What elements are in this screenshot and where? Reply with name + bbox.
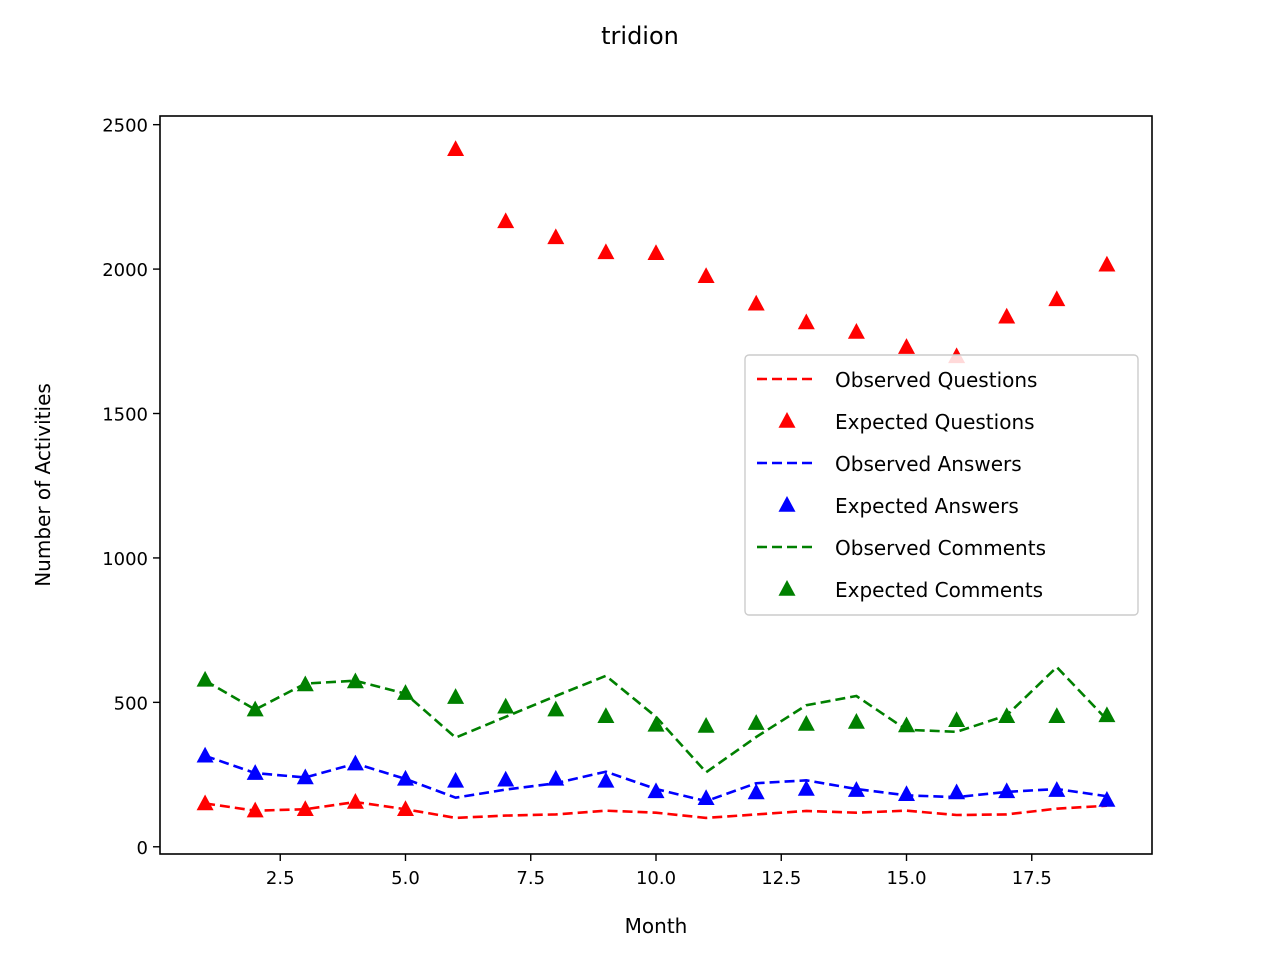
marker-expected-answers xyxy=(497,770,515,787)
marker-expected-answers xyxy=(697,789,715,806)
y-tick-label: 2500 xyxy=(102,116,148,137)
chart-title: tridion xyxy=(601,22,679,50)
legend-label-expected-questions: Expected Questions xyxy=(835,410,1035,434)
legend-label-observed-answers: Observed Answers xyxy=(835,452,1022,476)
marker-expected-comments xyxy=(847,712,865,729)
marker-expected-answers xyxy=(647,782,665,799)
marker-expected-questions xyxy=(447,140,465,156)
marker-expected-questions xyxy=(647,244,665,260)
marker-expected-answers xyxy=(196,746,214,763)
marker-expected-answers xyxy=(396,769,414,786)
marker-expected-comments xyxy=(597,707,615,723)
y-tick-label: 0 xyxy=(137,838,148,859)
legend-swatch-expected-questions xyxy=(778,412,796,428)
marker-expected-answers xyxy=(1048,781,1066,797)
x-axis-label: Month xyxy=(625,914,688,938)
marker-expected-answers xyxy=(847,781,865,797)
marker-expected-questions xyxy=(296,800,314,816)
marker-expected-answers xyxy=(998,782,1016,799)
y-axis: 0 500 1000 1500 2000 2500 xyxy=(102,116,160,859)
marker-expected-answers xyxy=(447,771,465,788)
marker-expected-comments xyxy=(948,711,966,728)
marker-expected-questions xyxy=(346,793,364,809)
legend-swatch-expected-comments xyxy=(778,580,796,596)
y-axis-label: Number of Activities xyxy=(31,383,55,587)
marker-expected-questions xyxy=(797,313,815,330)
y-tick-label: 1000 xyxy=(102,549,148,570)
marker-expected-answers xyxy=(547,769,565,786)
marker-expected-comments xyxy=(497,697,515,714)
x-tick-label: 12.5 xyxy=(761,868,801,889)
y-tick-label: 1500 xyxy=(102,405,148,426)
marker-expected-answers xyxy=(797,780,815,796)
legend-label-expected-answers: Expected Answers xyxy=(835,494,1019,518)
marker-expected-answers xyxy=(597,771,615,788)
x-axis: 2.5 5.0 7.5 10.0 12.5 15.0 17.5 xyxy=(266,854,1052,889)
series-layer xyxy=(196,140,1116,820)
marker-expected-answers xyxy=(296,768,314,785)
marker-expected-comments xyxy=(396,684,414,700)
marker-expected-comments xyxy=(196,670,214,687)
marker-expected-comments xyxy=(246,700,264,717)
marker-expected-answers xyxy=(898,785,916,801)
legend-label-observed-questions: Observed Questions xyxy=(835,368,1037,392)
marker-expected-comments xyxy=(998,707,1016,723)
marker-expected-comments xyxy=(898,716,916,733)
marker-expected-questions xyxy=(597,243,615,260)
marker-expected-answers xyxy=(747,783,765,800)
marker-expected-answers xyxy=(346,754,364,771)
y-tick-label: 2000 xyxy=(102,260,148,281)
marker-expected-questions xyxy=(847,323,865,339)
marker-expected-questions xyxy=(1098,255,1116,272)
marker-expected-comments xyxy=(1048,707,1066,723)
marker-expected-questions xyxy=(697,267,715,284)
marker-expected-comments xyxy=(697,717,715,733)
marker-expected-comments xyxy=(447,688,465,704)
marker-expected-questions xyxy=(898,338,916,354)
marker-expected-comments xyxy=(1098,706,1116,723)
x-tick-label: 2.5 xyxy=(266,868,295,889)
x-tick-label: 10.0 xyxy=(636,868,676,889)
marker-expected-comments xyxy=(797,715,815,731)
marker-expected-answers xyxy=(246,764,264,780)
marker-expected-comments xyxy=(647,715,665,732)
marker-expected-questions xyxy=(396,800,414,816)
x-tick-label: 5.0 xyxy=(391,868,420,889)
marker-expected-questions xyxy=(747,294,765,311)
x-tick-label: 17.5 xyxy=(1012,868,1052,889)
marker-expected-questions xyxy=(1048,290,1066,307)
marker-expected-comments xyxy=(747,714,765,730)
legend-swatch-expected-answers xyxy=(778,496,796,512)
marker-expected-comments xyxy=(346,672,364,689)
marker-expected-answers xyxy=(1098,790,1116,807)
legend: Observed Questions Expected Questions Obse… xyxy=(744,354,1139,616)
marker-expected-questions xyxy=(998,307,1016,324)
marker-expected-answers xyxy=(948,783,966,800)
legend-box xyxy=(744,354,1139,616)
y-tick-label: 500 xyxy=(114,693,148,714)
marker-expected-questions xyxy=(246,801,264,818)
marker-expected-questions xyxy=(497,212,515,229)
x-tick-label: 15.0 xyxy=(886,868,926,889)
series-line-observed-questions xyxy=(204,800,1107,820)
legend-label-observed-comments: Observed Comments xyxy=(835,536,1046,560)
marker-expected-questions xyxy=(547,228,565,245)
legend-label-expected-comments: Expected Comments xyxy=(835,578,1043,602)
marker-expected-comments xyxy=(547,700,565,717)
x-tick-label: 7.5 xyxy=(516,868,545,889)
marker-expected-comments xyxy=(296,675,314,692)
marker-expected-questions xyxy=(196,794,214,811)
